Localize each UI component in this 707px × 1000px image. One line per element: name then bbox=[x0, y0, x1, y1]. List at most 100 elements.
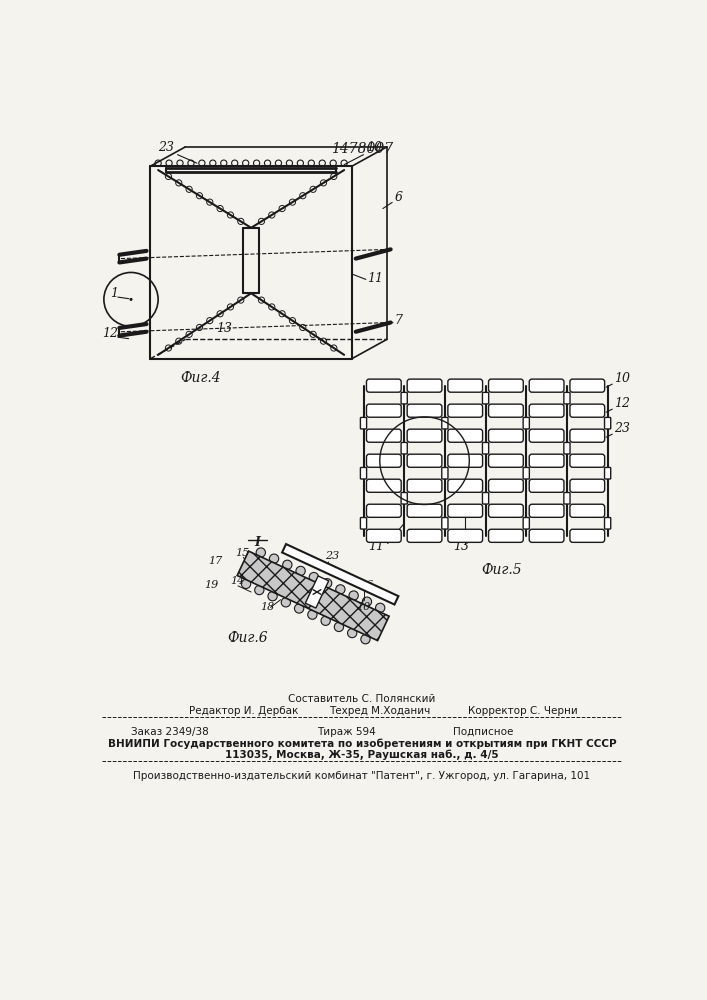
Circle shape bbox=[348, 628, 357, 638]
FancyBboxPatch shape bbox=[523, 467, 530, 479]
Circle shape bbox=[129, 298, 132, 301]
FancyBboxPatch shape bbox=[530, 379, 564, 392]
Text: Корректор С. Черни: Корректор С. Черни bbox=[468, 706, 578, 716]
Text: 7: 7 bbox=[395, 314, 402, 327]
Text: Подписное: Подписное bbox=[452, 727, 513, 737]
FancyBboxPatch shape bbox=[530, 529, 564, 542]
Circle shape bbox=[296, 566, 305, 576]
Circle shape bbox=[269, 554, 279, 563]
FancyBboxPatch shape bbox=[401, 442, 407, 454]
Text: I: I bbox=[255, 536, 260, 549]
FancyBboxPatch shape bbox=[570, 504, 604, 517]
FancyBboxPatch shape bbox=[366, 504, 401, 517]
FancyBboxPatch shape bbox=[489, 379, 523, 392]
FancyBboxPatch shape bbox=[366, 529, 401, 542]
FancyBboxPatch shape bbox=[361, 417, 367, 429]
Circle shape bbox=[334, 622, 344, 632]
FancyBboxPatch shape bbox=[448, 454, 483, 467]
Text: 17: 17 bbox=[209, 556, 223, 566]
FancyBboxPatch shape bbox=[361, 518, 367, 529]
FancyBboxPatch shape bbox=[401, 392, 407, 404]
Text: 16: 16 bbox=[360, 580, 374, 590]
Text: 14: 14 bbox=[230, 576, 245, 586]
FancyBboxPatch shape bbox=[530, 429, 564, 442]
Text: 13: 13 bbox=[216, 322, 233, 335]
Text: 1: 1 bbox=[110, 287, 118, 300]
Text: 13: 13 bbox=[453, 540, 469, 553]
FancyBboxPatch shape bbox=[407, 379, 442, 392]
FancyBboxPatch shape bbox=[442, 417, 448, 429]
FancyBboxPatch shape bbox=[366, 404, 401, 417]
Text: Фиг.6: Фиг.6 bbox=[227, 631, 267, 645]
FancyBboxPatch shape bbox=[366, 429, 401, 442]
Text: 12: 12 bbox=[614, 397, 630, 410]
FancyBboxPatch shape bbox=[570, 429, 604, 442]
Circle shape bbox=[309, 572, 319, 582]
Circle shape bbox=[256, 548, 265, 557]
FancyBboxPatch shape bbox=[489, 454, 523, 467]
Polygon shape bbox=[305, 576, 329, 608]
Text: 12: 12 bbox=[103, 327, 118, 340]
Text: 18: 18 bbox=[260, 602, 275, 612]
FancyBboxPatch shape bbox=[366, 454, 401, 467]
FancyBboxPatch shape bbox=[604, 518, 611, 529]
FancyBboxPatch shape bbox=[366, 479, 401, 492]
FancyBboxPatch shape bbox=[523, 518, 530, 529]
FancyBboxPatch shape bbox=[530, 504, 564, 517]
FancyBboxPatch shape bbox=[482, 442, 489, 454]
FancyBboxPatch shape bbox=[407, 529, 442, 542]
FancyBboxPatch shape bbox=[448, 404, 483, 417]
FancyBboxPatch shape bbox=[570, 379, 604, 392]
Circle shape bbox=[241, 579, 251, 589]
FancyBboxPatch shape bbox=[407, 404, 442, 417]
FancyBboxPatch shape bbox=[407, 479, 442, 492]
FancyBboxPatch shape bbox=[366, 379, 401, 392]
FancyBboxPatch shape bbox=[523, 417, 530, 429]
Polygon shape bbox=[237, 551, 389, 641]
Text: 23: 23 bbox=[158, 141, 174, 154]
FancyBboxPatch shape bbox=[482, 392, 489, 404]
FancyBboxPatch shape bbox=[604, 467, 611, 479]
FancyBboxPatch shape bbox=[604, 417, 611, 429]
Text: 1478007: 1478007 bbox=[331, 142, 393, 156]
FancyBboxPatch shape bbox=[570, 479, 604, 492]
Circle shape bbox=[283, 560, 292, 569]
Text: Производственно-издательский комбинат "Патент", г. Ужгород, ул. Гагарина, 101: Производственно-издательский комбинат "П… bbox=[134, 771, 590, 781]
Text: Заказ 2349/38: Заказ 2349/38 bbox=[131, 727, 209, 737]
FancyBboxPatch shape bbox=[489, 504, 523, 517]
FancyBboxPatch shape bbox=[401, 492, 407, 504]
Circle shape bbox=[281, 598, 291, 607]
Text: Тираж 594: Тираж 594 bbox=[317, 727, 375, 737]
FancyBboxPatch shape bbox=[530, 404, 564, 417]
FancyBboxPatch shape bbox=[442, 518, 448, 529]
Circle shape bbox=[295, 604, 304, 613]
Text: Техред М.Ходанич: Техред М.Ходанич bbox=[329, 706, 430, 716]
Circle shape bbox=[308, 610, 317, 619]
FancyBboxPatch shape bbox=[564, 442, 570, 454]
Text: 113035, Москва, Ж-35, Раушская наб., д. 4/5: 113035, Москва, Ж-35, Раушская наб., д. … bbox=[225, 750, 498, 760]
Text: 6: 6 bbox=[395, 191, 402, 204]
FancyBboxPatch shape bbox=[448, 379, 483, 392]
FancyBboxPatch shape bbox=[442, 467, 448, 479]
FancyBboxPatch shape bbox=[407, 429, 442, 442]
Circle shape bbox=[321, 616, 330, 625]
Circle shape bbox=[375, 603, 385, 612]
Text: ВНИИПИ Государственного комитета по изобретениям и открытиям при ГКНТ СССР: ВНИИПИ Государственного комитета по изоб… bbox=[107, 738, 617, 749]
Circle shape bbox=[349, 591, 358, 600]
FancyBboxPatch shape bbox=[448, 504, 483, 517]
FancyBboxPatch shape bbox=[564, 392, 570, 404]
Circle shape bbox=[255, 585, 264, 595]
FancyBboxPatch shape bbox=[489, 404, 523, 417]
Text: 10: 10 bbox=[356, 602, 370, 612]
FancyBboxPatch shape bbox=[564, 492, 570, 504]
FancyBboxPatch shape bbox=[570, 404, 604, 417]
FancyBboxPatch shape bbox=[570, 454, 604, 467]
FancyBboxPatch shape bbox=[530, 479, 564, 492]
Text: 19: 19 bbox=[204, 580, 219, 590]
Circle shape bbox=[336, 585, 345, 594]
Text: Фиг.4: Фиг.4 bbox=[180, 371, 221, 385]
FancyBboxPatch shape bbox=[407, 504, 442, 517]
FancyBboxPatch shape bbox=[482, 492, 489, 504]
Circle shape bbox=[322, 579, 332, 588]
Circle shape bbox=[362, 597, 372, 606]
